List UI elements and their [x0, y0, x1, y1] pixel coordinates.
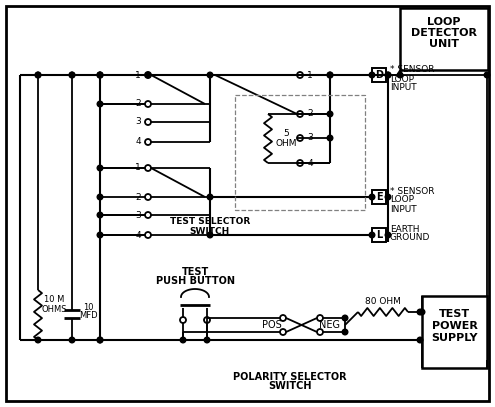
Text: UNIT: UNIT — [429, 39, 459, 49]
Text: INPUT: INPUT — [390, 83, 417, 92]
Text: OHM: OHM — [275, 138, 297, 147]
Circle shape — [97, 72, 103, 78]
Circle shape — [327, 72, 333, 78]
Text: 80 OHM: 80 OHM — [365, 298, 401, 306]
Circle shape — [369, 194, 375, 200]
Text: POLARITY SELECTOR: POLARITY SELECTOR — [233, 372, 347, 382]
Circle shape — [419, 309, 425, 315]
Text: 4: 4 — [307, 158, 313, 168]
Text: 4: 4 — [135, 138, 141, 147]
Text: EARTH: EARTH — [390, 225, 419, 234]
Text: TEST SELECTOR: TEST SELECTOR — [170, 217, 250, 227]
Circle shape — [417, 337, 423, 343]
Circle shape — [207, 72, 213, 78]
Circle shape — [369, 232, 375, 238]
Circle shape — [417, 309, 423, 315]
Text: * SENSOR: * SENSOR — [390, 66, 435, 74]
Circle shape — [35, 72, 41, 78]
Circle shape — [97, 232, 103, 238]
Text: 1: 1 — [135, 70, 141, 79]
Text: NEG: NEG — [319, 320, 341, 330]
Circle shape — [97, 212, 103, 218]
Text: POS: POS — [262, 320, 282, 330]
Text: PUSH BUTTON: PUSH BUTTON — [155, 276, 235, 286]
Circle shape — [342, 329, 348, 335]
Text: 2: 2 — [307, 109, 313, 118]
Circle shape — [342, 315, 348, 321]
Circle shape — [204, 337, 210, 343]
Circle shape — [327, 111, 333, 117]
Bar — [372, 190, 386, 204]
Text: LOOP: LOOP — [390, 195, 414, 204]
Text: INPUT: INPUT — [390, 204, 417, 214]
Text: 3: 3 — [135, 118, 141, 127]
Circle shape — [69, 72, 75, 78]
Circle shape — [97, 101, 103, 107]
Circle shape — [97, 165, 103, 171]
Circle shape — [385, 232, 391, 238]
Text: DETECTOR: DETECTOR — [411, 28, 477, 38]
Circle shape — [35, 72, 41, 78]
Bar — [400, 8, 488, 70]
Circle shape — [327, 72, 333, 78]
Text: 5: 5 — [283, 129, 289, 138]
Bar — [235, 95, 365, 210]
Circle shape — [207, 194, 213, 200]
Circle shape — [69, 337, 75, 343]
Circle shape — [484, 72, 490, 78]
Text: 4: 4 — [135, 230, 141, 239]
Circle shape — [385, 72, 391, 78]
Text: 10 M: 10 M — [44, 295, 64, 304]
Text: 3: 3 — [135, 210, 141, 219]
Text: TEST: TEST — [181, 267, 208, 277]
Text: TEST: TEST — [439, 309, 470, 319]
Text: SUPPLY: SUPPLY — [431, 333, 478, 343]
Circle shape — [97, 72, 103, 78]
Bar — [422, 296, 487, 368]
Bar — [372, 68, 386, 82]
Circle shape — [97, 194, 103, 200]
Text: LOOP: LOOP — [427, 17, 461, 27]
Circle shape — [97, 337, 103, 343]
Text: SWITCH: SWITCH — [190, 227, 230, 236]
Text: D: D — [375, 70, 383, 80]
Text: POWER: POWER — [432, 321, 478, 331]
Circle shape — [180, 337, 186, 343]
Text: 1: 1 — [135, 164, 141, 173]
Circle shape — [69, 72, 75, 78]
Text: LOOP: LOOP — [390, 74, 414, 83]
Text: GROUND: GROUND — [390, 234, 430, 243]
Text: 2: 2 — [135, 193, 141, 201]
Text: OHMS: OHMS — [41, 304, 67, 313]
Circle shape — [97, 337, 103, 343]
Text: 10: 10 — [83, 302, 93, 311]
Bar — [372, 228, 386, 242]
Text: MFD: MFD — [79, 311, 98, 320]
Circle shape — [385, 194, 391, 200]
Text: 1: 1 — [307, 70, 313, 79]
Circle shape — [327, 135, 333, 141]
Circle shape — [207, 232, 213, 238]
Circle shape — [369, 72, 375, 78]
Text: * SENSOR: * SENSOR — [390, 186, 435, 195]
Circle shape — [35, 337, 41, 343]
Circle shape — [397, 72, 403, 78]
Circle shape — [97, 72, 103, 78]
Circle shape — [385, 72, 391, 78]
Text: 3: 3 — [307, 133, 313, 142]
Text: SWITCH: SWITCH — [268, 381, 312, 391]
Text: L: L — [376, 230, 382, 240]
Circle shape — [145, 72, 151, 78]
Text: E: E — [376, 192, 382, 202]
Text: 2: 2 — [135, 99, 141, 109]
